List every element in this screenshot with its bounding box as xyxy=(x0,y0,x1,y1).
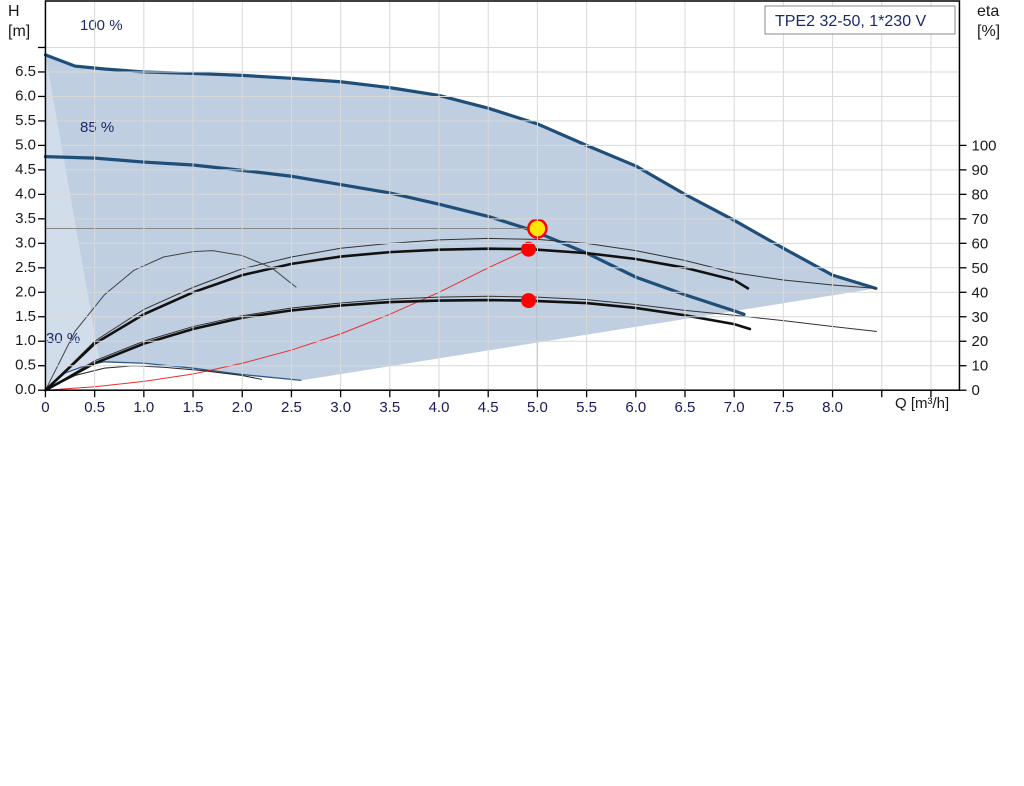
svg-text:90: 90 xyxy=(971,162,988,179)
svg-text:0: 0 xyxy=(971,382,979,399)
svg-text:6.0: 6.0 xyxy=(15,87,36,104)
svg-text:60: 60 xyxy=(971,235,988,252)
svg-text:4.5: 4.5 xyxy=(478,399,499,416)
svg-text:1.5: 1.5 xyxy=(183,399,204,416)
svg-text:5.5: 5.5 xyxy=(576,399,597,416)
svg-text:3.0: 3.0 xyxy=(15,234,36,251)
svg-text:eta: eta xyxy=(977,3,999,20)
svg-text:4.0: 4.0 xyxy=(15,185,36,202)
svg-text:80: 80 xyxy=(971,186,988,203)
svg-text:1.5: 1.5 xyxy=(15,308,36,325)
svg-text:8.0: 8.0 xyxy=(822,399,843,416)
svg-text:4.5: 4.5 xyxy=(15,161,36,178)
svg-text:2.5: 2.5 xyxy=(281,399,302,416)
svg-text:Q [m³/h]: Q [m³/h] xyxy=(895,395,949,412)
svg-text:2.0: 2.0 xyxy=(232,399,253,416)
svg-text:4.0: 4.0 xyxy=(429,399,450,416)
svg-text:10: 10 xyxy=(971,358,988,375)
svg-text:100: 100 xyxy=(971,137,996,154)
svg-text:6.5: 6.5 xyxy=(675,399,696,416)
svg-text:1.0: 1.0 xyxy=(133,399,154,416)
svg-text:2.5: 2.5 xyxy=(15,259,36,276)
svg-text:[%]: [%] xyxy=(977,23,1000,40)
svg-text:7.0: 7.0 xyxy=(724,399,745,416)
svg-text:7.5: 7.5 xyxy=(773,399,794,416)
svg-text:85 %: 85 % xyxy=(80,119,114,136)
svg-text:TPE2 32-50, 1*230 V: TPE2 32-50, 1*230 V xyxy=(775,13,927,30)
svg-text:3.5: 3.5 xyxy=(15,210,36,227)
svg-text:2.0: 2.0 xyxy=(15,283,36,300)
svg-text:3.5: 3.5 xyxy=(379,399,400,416)
svg-text:H: H xyxy=(8,3,20,20)
svg-text:70: 70 xyxy=(971,211,988,228)
svg-text:30 %: 30 % xyxy=(46,330,80,347)
svg-text:30: 30 xyxy=(971,309,988,326)
svg-text:0.0: 0.0 xyxy=(15,381,36,398)
svg-text:6.0: 6.0 xyxy=(625,399,646,416)
svg-text:100 %: 100 % xyxy=(80,17,123,34)
svg-text:20: 20 xyxy=(971,333,988,350)
svg-text:[m]: [m] xyxy=(8,23,30,40)
svg-text:6.5: 6.5 xyxy=(15,63,36,80)
svg-text:5.5: 5.5 xyxy=(15,112,36,129)
svg-text:5.0: 5.0 xyxy=(527,399,548,416)
svg-text:0.5: 0.5 xyxy=(15,357,36,374)
svg-text:50: 50 xyxy=(971,260,988,277)
svg-text:40: 40 xyxy=(971,284,988,301)
svg-text:1.0: 1.0 xyxy=(15,332,36,349)
svg-text:3.0: 3.0 xyxy=(330,399,351,416)
svg-text:5.0: 5.0 xyxy=(15,136,36,153)
svg-text:0.5: 0.5 xyxy=(84,399,105,416)
svg-text:0: 0 xyxy=(41,399,49,416)
